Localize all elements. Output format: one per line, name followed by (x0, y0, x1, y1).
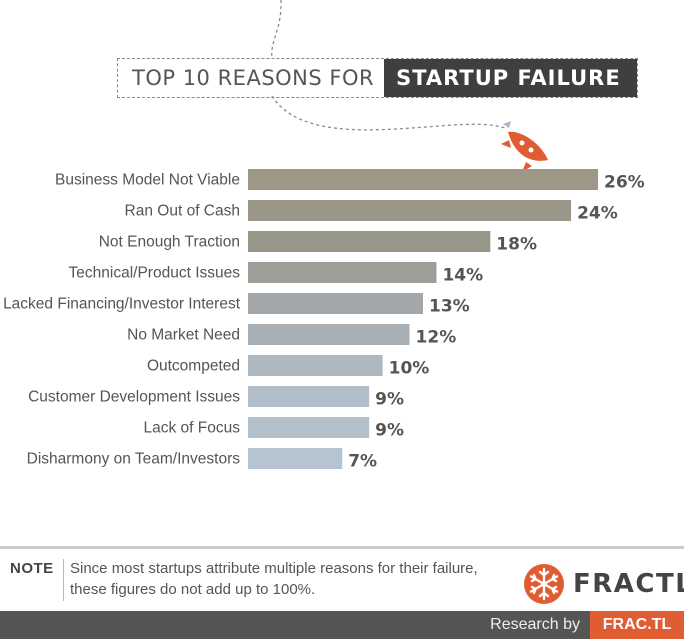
bar (248, 231, 491, 252)
category-label: Lack of Focus (144, 420, 241, 437)
bar (248, 200, 572, 221)
bar (248, 355, 383, 376)
category-label: Business Model Not Viable (55, 172, 240, 189)
value-label: 9% (375, 390, 404, 410)
bar (248, 417, 370, 438)
chart-title: TOP 10 REASONS FOR STARTUP FAILURE (117, 58, 638, 98)
title-prefix: TOP 10 REASONS FOR (132, 66, 375, 90)
brand-name: FRACTL (573, 569, 684, 599)
footer-bar: Research by FRAC.TL (0, 611, 684, 639)
value-label: 18% (496, 235, 537, 255)
value-label: 14% (442, 266, 483, 286)
bar (248, 169, 598, 190)
footer-research-by: Research by (490, 616, 580, 633)
category-label: Outcompeted (147, 358, 240, 375)
value-label: 10% (389, 359, 430, 379)
snowflake-icon (524, 564, 564, 604)
bar-chart: Business Model Not Viable 26% Ran Out of C… (3, 169, 645, 472)
bar (248, 262, 437, 283)
bar (248, 448, 343, 469)
value-label: 26% (604, 173, 645, 193)
category-label: No Market Need (127, 327, 240, 344)
category-label: Ran Out of Cash (125, 203, 240, 220)
category-label: Lacked Financing/Investor Interest (3, 296, 241, 313)
footer-brand-badge[interactable]: FRAC.TL (590, 611, 684, 639)
value-label: 9% (375, 421, 404, 441)
note-label: NOTE (10, 560, 54, 577)
note-divider (63, 559, 64, 601)
bar (248, 386, 370, 407)
value-label: 13% (429, 297, 470, 317)
value-label: 24% (577, 204, 618, 224)
note-section: NOTE Since most startups attribute multi… (0, 546, 684, 609)
category-label: Disharmony on Team/Investors (27, 451, 241, 468)
brand-logo: FRACTL (523, 563, 684, 605)
category-label: Not Enough Traction (99, 234, 240, 251)
note-text: Since most startups attribute multiple r… (70, 560, 478, 598)
value-label: 7% (348, 452, 377, 472)
value-label: 12% (416, 328, 457, 348)
title-highlight: STARTUP FAILURE (384, 59, 637, 97)
category-label: Customer Development Issues (28, 389, 240, 406)
bar (248, 293, 423, 314)
category-label: Technical/Product Issues (69, 265, 241, 282)
bar (248, 324, 410, 345)
